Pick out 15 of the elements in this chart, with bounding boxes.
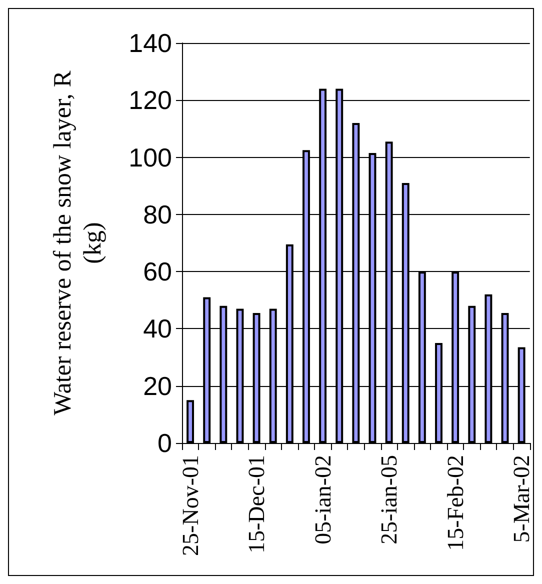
x-tick-label: 25-ian-05 xyxy=(376,455,402,544)
x-tick-label: 25-Nov-01 xyxy=(178,455,203,556)
y-tick-label: 40 xyxy=(143,314,172,344)
x-tick-label: 5-Mar-02 xyxy=(509,455,534,543)
x-tick-label: 15-Feb-02 xyxy=(442,455,468,551)
y-tick-label: 20 xyxy=(143,370,172,401)
y-tick-label: 120 xyxy=(128,85,172,116)
y-axis-title: Water reserve of the snow layer, R (kg) xyxy=(50,70,106,416)
y-tick-label: 60 xyxy=(143,256,172,287)
y-tick-label: 100 xyxy=(128,142,172,172)
x-tick-label: 15-Dec-01 xyxy=(244,455,270,554)
y-tick-label: 80 xyxy=(143,199,172,230)
y-tick-label: 0 xyxy=(158,428,172,458)
x-tick-label: 05-ian-02 xyxy=(310,455,336,544)
y-tick-label: 140 xyxy=(128,28,172,58)
